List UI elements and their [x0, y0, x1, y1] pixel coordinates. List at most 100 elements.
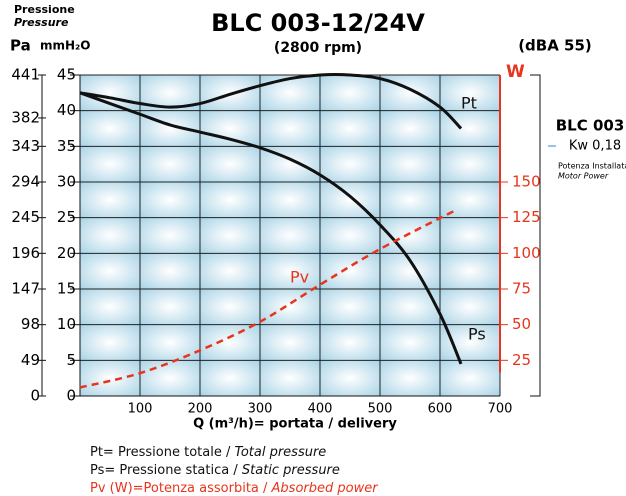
grid-cell: [140, 217, 200, 254]
y-tick-label: 15: [57, 280, 76, 298]
pressure-label-en: Pressure: [14, 16, 69, 29]
grid-cell: [320, 289, 380, 325]
y-tick-label: 10: [57, 315, 76, 333]
grid-cell: [200, 217, 260, 254]
series-line: [79, 91, 463, 365]
legend-text-en: Total pressure: [234, 445, 326, 460]
pa-label: Pa: [10, 37, 31, 55]
power: Kw 0,18: [569, 139, 621, 154]
pa-tick-label: 245: [11, 208, 40, 226]
x-tick-label: 100: [128, 402, 153, 417]
grid-cell: [320, 360, 380, 396]
pa-tick-label: 343: [11, 137, 40, 155]
grid-cell: [140, 289, 200, 325]
grid-cell: [380, 146, 440, 182]
grid-cell: [320, 253, 380, 289]
grid-cell: [260, 253, 320, 289]
y-tick-label: 5: [66, 351, 76, 369]
grid-cell: [440, 253, 500, 289]
grid-cell: [200, 360, 260, 396]
y2-tick-label: 25: [512, 351, 531, 369]
grid-cell: [440, 146, 500, 182]
x-tick-label: 200: [188, 402, 213, 417]
pressure-label: Pressione: [14, 3, 75, 16]
legend-text-en: Static pressure: [242, 463, 340, 478]
series-line: [79, 209, 456, 389]
pa-tick-label: 294: [11, 173, 40, 191]
grid-cell: [260, 217, 320, 254]
pa-tick-label: 196: [11, 244, 40, 262]
grid-cell: [380, 360, 440, 396]
grid-cell: [260, 182, 320, 218]
grid-cell: [200, 110, 260, 147]
pa-tick-label: 98: [21, 315, 40, 333]
x-tick-label: 400: [308, 402, 333, 417]
power-label-en: Motor Power: [558, 172, 609, 181]
x-tick-label: 700: [488, 402, 513, 417]
series-line: [79, 73, 463, 130]
grid-cell: [320, 217, 380, 254]
y-tick-label: 35: [57, 137, 76, 155]
pa-tick-label: 49: [21, 351, 40, 369]
grid-cell: [260, 110, 320, 147]
pa-tick-label: 441: [11, 66, 40, 84]
grid-cell: [140, 253, 200, 289]
pa-tick-label: 382: [11, 108, 40, 126]
grid-cell: [440, 324, 500, 361]
x-axis-label: Q (m³/h)= portata / delivery: [193, 417, 397, 432]
grid-cell: [440, 75, 500, 111]
grid-cell: [260, 289, 320, 325]
grid-cell: [200, 253, 260, 289]
y-tick-label: 25: [57, 208, 76, 226]
grid-cell: [260, 75, 320, 111]
y-tick-label: 40: [57, 101, 76, 119]
grid-cell: [80, 253, 140, 289]
grid-cell: [80, 217, 140, 254]
grid-cell: [380, 324, 440, 361]
series-label: Ps: [468, 325, 486, 344]
grid-cell: [200, 289, 260, 325]
noise-label: (dBA 55): [518, 37, 592, 55]
grid-cell: [140, 146, 200, 182]
grid-cell: [440, 289, 500, 325]
x-tick-label: 600: [428, 402, 453, 417]
y2-tick-label: 50: [512, 315, 531, 333]
legend-text: Ps= Pressione statica /: [90, 463, 242, 478]
grid-cell: [80, 289, 140, 325]
grid-cell: [320, 146, 380, 182]
grid-cell: [80, 146, 140, 182]
chart-title: BLC 003-12/24V: [211, 9, 425, 37]
grid-cell: [440, 217, 500, 254]
grid-cell: [320, 110, 380, 147]
grid-cell: [200, 146, 260, 182]
y-tick-label: 0: [66, 387, 76, 405]
chart-subtitle: (2800 rpm): [274, 40, 362, 56]
grid-cell: [380, 182, 440, 218]
y2-tick-label: 150: [512, 173, 541, 191]
legend-text: Pv (W)=Potenza assorbita /: [90, 481, 272, 496]
y2-tick-label: 125: [512, 208, 541, 226]
pa-tick-label: 147: [11, 280, 40, 298]
grid-cell: [260, 360, 320, 396]
grid-cell: [320, 324, 380, 361]
legend-text-en: Absorbed power: [271, 481, 380, 496]
bracket: [530, 74, 541, 397]
grid-cell: [80, 360, 140, 396]
y-tick-label: 20: [57, 244, 76, 262]
grid-cell: [80, 110, 140, 147]
y-tick-label: 30: [57, 173, 76, 191]
legend-entry: Pv (W)=Potenza assorbita / Absorbed powe…: [90, 481, 379, 496]
grid-cell: [80, 324, 140, 361]
x-tick-label: 500: [368, 402, 393, 417]
pa-tick-label: 0: [30, 387, 40, 405]
plot-background: [80, 75, 500, 396]
grid-cell: [320, 75, 380, 111]
legend-entry: Pt= Pressione totale / Total pressure: [90, 445, 326, 460]
y2-tick-label: 100: [512, 244, 541, 262]
grid-cell: [260, 324, 320, 361]
series-label: Pv: [290, 268, 309, 287]
x-tick-label: 300: [248, 402, 273, 417]
grid-cell: [200, 324, 260, 361]
grid-cell: [200, 182, 260, 218]
